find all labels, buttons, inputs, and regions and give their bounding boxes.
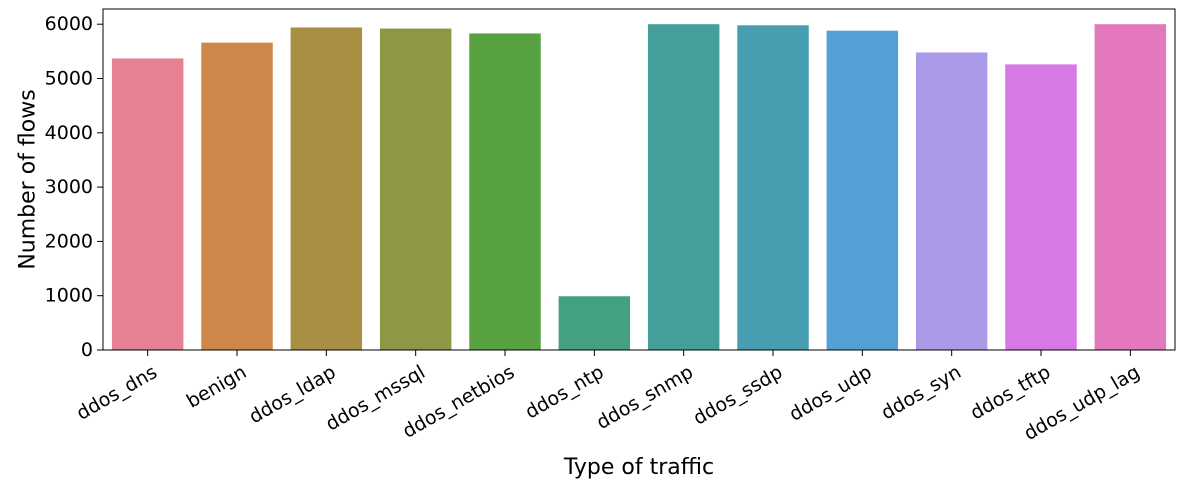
y-axis: 0 1000 2000 3000 4000 5000 6000 [45, 13, 103, 361]
bar-ddos-mssql [379, 28, 452, 351]
x-tick-label: ddos_udp [786, 361, 876, 426]
bar-ddos-ldap [290, 27, 363, 351]
x-tick-label: ddos_snmp [593, 361, 697, 434]
y-tick-label: 6000 [45, 13, 93, 35]
x-tick-label: ddos_syn [877, 361, 965, 424]
y-tick-label: 2000 [45, 230, 93, 252]
y-tick-label: 4000 [45, 122, 93, 144]
bars-group [111, 24, 1167, 351]
y-tick-label: 5000 [45, 68, 93, 90]
bar-ddos-ssdp [737, 25, 809, 350]
bar-benign [201, 42, 273, 351]
bar-ddos-snmp [647, 24, 720, 350]
y-tick-label: 0 [81, 339, 93, 361]
x-axis-title: Type of traffic [563, 455, 714, 480]
plot-frame [102, 8, 1176, 351]
x-axis: ddos_dns benignddos_ldapddos_mssqlddos_ne… [73, 350, 1144, 445]
y-tick-label: 1000 [45, 285, 93, 307]
bar-ddos-udp-lag [1094, 24, 1167, 350]
bar-ddos-udp [826, 30, 899, 350]
bar-ddos-ntp [558, 296, 631, 350]
y-tick-label: 3000 [45, 176, 93, 198]
bar-ddos-netbios [469, 33, 541, 351]
x-tick-label: benign [183, 361, 250, 413]
bar-ddos-tftp [1005, 64, 1077, 350]
bar-ddos-dns [111, 58, 184, 350]
x-tick-label: ddos_ssdp [689, 361, 786, 430]
y-axis-title: Number of flows [16, 89, 41, 269]
bar-ddos-syn [915, 52, 988, 350]
x-tick-label: ddos_dns [73, 361, 161, 425]
